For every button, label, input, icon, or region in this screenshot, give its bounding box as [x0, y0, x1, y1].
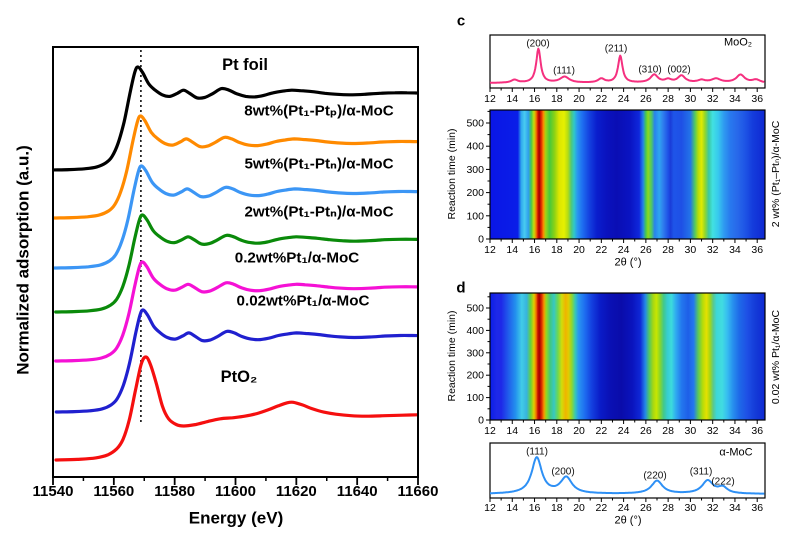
two-theta-tick-label: 18 [551, 244, 563, 256]
heatmap-c-frame [489, 109, 766, 240]
two-theta-tick-label: 24 [618, 425, 630, 437]
two-theta-tick-label: 22 [595, 425, 607, 437]
two-theta-tick-label: 36 [751, 93, 763, 105]
heatmap-d [490, 293, 765, 420]
moo2-xrd-frame [489, 34, 766, 89]
two-theta-tick-label: 18 [551, 425, 563, 437]
two-theta-tick-label: 26 [640, 502, 652, 514]
time-tick-label: 0 [478, 234, 484, 246]
moo2-xrd-peak-label: (310) [638, 65, 661, 76]
amoc-xrd-peak-label: (220) [643, 471, 666, 482]
two-theta-tick-label: 34 [729, 425, 741, 437]
two-theta-tick-label: 22 [595, 93, 607, 105]
time-tick-label: 400 [466, 325, 484, 337]
heatmap-d-frame [489, 292, 766, 421]
moo2-xrd-peak-label: (200) [526, 39, 549, 50]
two-theta-tick-label: 16 [529, 93, 541, 105]
xanes-x-tick-label: 11620 [276, 483, 317, 500]
xanes-x-tick-label: 11560 [93, 483, 134, 500]
two-theta-tick-label: 32 [707, 502, 719, 514]
heatmap-c [490, 110, 765, 239]
amoc-xrd-peak-label: (111) [526, 447, 548, 458]
two-theta-tick-label: 22 [595, 502, 607, 514]
two-theta-tick-label: 16 [529, 425, 541, 437]
two-theta-tick-label: 24 [618, 502, 630, 514]
two-theta-tick-label: 24 [618, 93, 630, 105]
two-theta-tick-label: 20 [573, 93, 585, 105]
amoc-xrd-peak-label: (311) [690, 467, 713, 478]
time-tick-label: 100 [466, 210, 484, 222]
moo2-xrd-peak-label: (211) [605, 44, 628, 55]
xanes-curve-0 [54, 65, 417, 172]
amoc-xrd-peak-label: (200) [551, 467, 574, 478]
xanes-x-tick-label: 11660 [398, 483, 439, 500]
two-theta-tick-label: 20 [573, 425, 585, 437]
xanes-curve-6 [54, 355, 417, 462]
moo2-xrd-peak-label: (002) [667, 65, 690, 76]
two-theta-tick-label: 12 [484, 244, 496, 256]
xanes-curve-4 [54, 260, 417, 363]
two-theta-tick-label: 36 [751, 502, 763, 514]
time-tick-label: 300 [466, 347, 484, 359]
amoc-xrd-peak-label: (222) [711, 477, 734, 488]
time-tick-label: 0 [478, 415, 484, 427]
two-theta-tick-label: 16 [529, 244, 541, 256]
two-theta-tick-label: 28 [662, 502, 674, 514]
time-tick-label: 200 [466, 187, 484, 199]
two-theta-tick-label: 26 [640, 244, 652, 256]
two-theta-tick-label: 20 [573, 244, 585, 256]
moo2-xrd-pattern [489, 47, 765, 84]
two-theta-tick-label: 14 [506, 93, 518, 105]
two-theta-tick-label: 28 [662, 244, 674, 256]
amoc-xrd-pattern [489, 456, 765, 495]
xanes-x-tick-label: 11640 [337, 483, 378, 500]
xanes-curve-2 [54, 164, 417, 270]
time-tick-label: 100 [466, 392, 484, 404]
two-theta-tick-label: 20 [573, 502, 585, 514]
two-theta-tick-label: 30 [685, 244, 697, 256]
xanes-x-tick-label: 11540 [33, 483, 74, 500]
two-theta-tick-label: 22 [595, 244, 607, 256]
two-theta-tick-label: 16 [529, 502, 541, 514]
two-theta-tick-label: 14 [506, 425, 518, 437]
two-theta-tick-label: 34 [729, 93, 741, 105]
two-theta-tick-label: 36 [751, 244, 763, 256]
time-tick-label: 500 [466, 118, 484, 130]
xanes-curve-5 [54, 308, 417, 414]
two-theta-tick-label: 34 [729, 244, 741, 256]
two-theta-tick-label: 18 [551, 93, 563, 105]
two-theta-tick-label: 14 [506, 502, 518, 514]
two-theta-tick-label: 14 [506, 244, 518, 256]
xanes-curve-3 [54, 213, 417, 314]
two-theta-tick-label: 30 [685, 502, 697, 514]
two-theta-tick-label: 28 [662, 425, 674, 437]
two-theta-tick-label: 36 [751, 425, 763, 437]
two-theta-tick-label: 18 [551, 502, 563, 514]
xanes-x-tick-label: 11580 [154, 483, 195, 500]
two-theta-tick-label: 32 [707, 425, 719, 437]
two-theta-tick-label: 34 [729, 502, 741, 514]
two-theta-tick-label: 26 [640, 425, 652, 437]
xanes-curve-1 [54, 114, 417, 220]
time-tick-label: 400 [466, 141, 484, 153]
two-theta-tick-label: 32 [707, 244, 719, 256]
two-theta-tick-label: 26 [640, 93, 652, 105]
time-tick-label: 200 [466, 370, 484, 382]
two-theta-tick-label: 32 [707, 93, 719, 105]
xanes-x-tick-label: 11600 [215, 483, 256, 500]
two-theta-tick-label: 30 [685, 93, 697, 105]
two-theta-tick-label: 30 [685, 425, 697, 437]
two-theta-tick-label: 28 [662, 93, 674, 105]
moo2-xrd-peak-label: (111) [553, 66, 575, 77]
two-theta-tick-label: 12 [484, 425, 496, 437]
time-tick-label: 300 [466, 164, 484, 176]
two-theta-tick-label: 24 [618, 244, 630, 256]
amoc-xrd-frame [489, 442, 766, 499]
time-tick-label: 500 [466, 303, 484, 315]
two-theta-tick-label: 12 [484, 93, 496, 105]
two-theta-tick-label: 12 [484, 502, 496, 514]
